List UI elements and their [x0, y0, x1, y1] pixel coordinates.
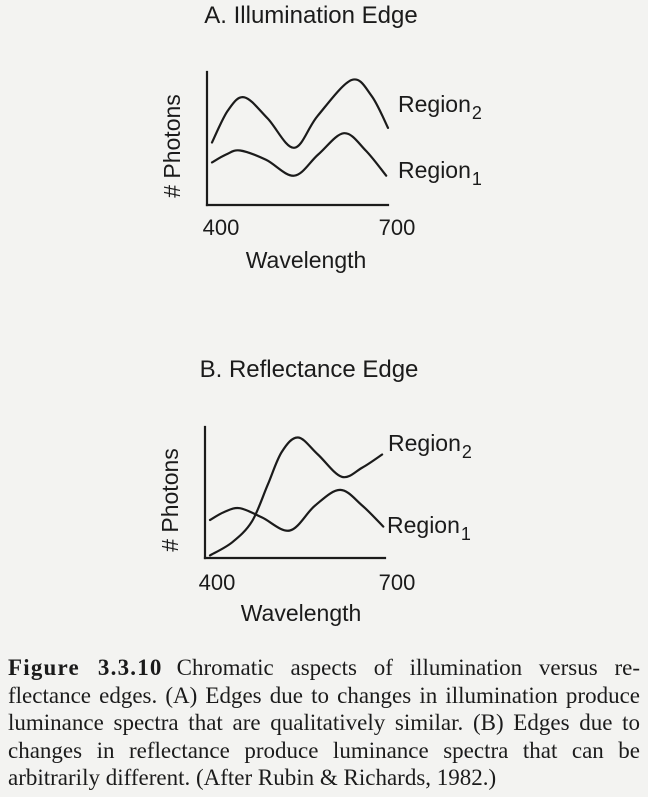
chart-title: B. Reflectance Edge — [200, 356, 419, 383]
x-tick-label-400: 400 — [199, 570, 236, 595]
panel-a-chart: A. Illumination Edge # Photons 400 700 W… — [159, 2, 482, 273]
figure-caption: Figure 3.3.10 Chromatic aspects of illumi… — [8, 654, 640, 792]
x-tick-label-400: 400 — [203, 215, 240, 240]
region-1-label-subscript: 1 — [461, 524, 471, 544]
figure-charts: A. Illumination Edge # Photons 400 700 W… — [157, 2, 482, 626]
x-tick-label-700: 700 — [379, 570, 416, 595]
x-axis-label: Wavelength — [241, 600, 362, 626]
caption-line-2: flectance edges. (A) Edges due to change… — [8, 682, 640, 708]
caption-line-1: Figure 3.3.10 Chromatic aspects of illumi… — [8, 654, 640, 682]
region-1-label: Region1 — [387, 512, 471, 544]
x-tick-label-700: 700 — [379, 215, 416, 240]
region-1-label-text: Region — [398, 157, 471, 183]
region-1-label-subscript: 1 — [472, 169, 482, 189]
region-1-label: Region1 — [398, 157, 482, 189]
region-2-label-subscript: 2 — [472, 103, 482, 123]
caption-line-5: arbitrarily different. (After Rubin & Ri… — [8, 765, 497, 790]
chart-title: A. Illumination Edge — [204, 2, 417, 29]
y-axis-label: # Photons — [157, 448, 183, 552]
panel-b-chart: B. Reflectance Edge # Photons 400 700 Wa… — [157, 356, 472, 626]
region-1-curve — [208, 488, 385, 532]
region-2-curve — [210, 78, 390, 149]
region-2-label: Region2 — [388, 430, 472, 462]
caption-line-4: changes in reflectance produce luminance… — [8, 737, 640, 763]
y-axis-label: # Photons — [159, 94, 185, 198]
caption-line-1-text: Chromatic aspects of illumination versus… — [176, 655, 640, 680]
region-2-label-subscript: 2 — [462, 442, 472, 462]
region-2-label-text: Region — [388, 430, 461, 456]
region-2-curve — [208, 436, 384, 557]
region-1-curve — [210, 132, 388, 177]
region-2-label-text: Region — [398, 91, 471, 117]
region-2-label: Region2 — [398, 91, 482, 123]
x-axis-label: Wavelength — [246, 247, 367, 273]
caption-line-3: luminance spectra that are qualitatively… — [8, 710, 640, 735]
region-1-label-text: Region — [387, 512, 460, 538]
figure-number: Figure 3.3.10 — [8, 655, 163, 680]
